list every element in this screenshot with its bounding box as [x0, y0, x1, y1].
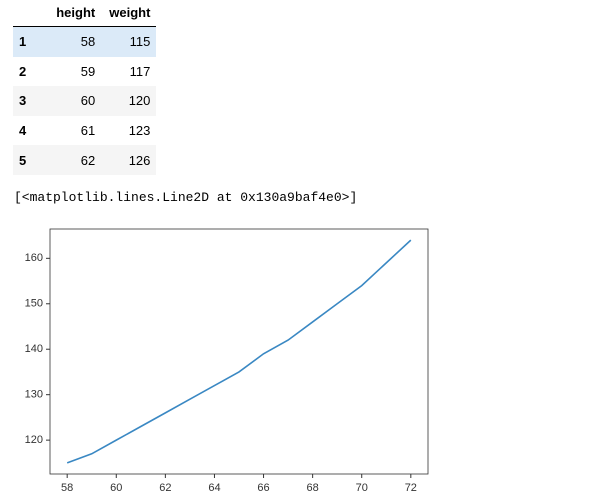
data-line — [66, 239, 412, 464]
table-cell: 123 — [128, 123, 151, 139]
table-cell: 115 — [101, 26, 157, 57]
x-tick-label: 72 — [405, 482, 417, 494]
row-index: 2 — [19, 63, 27, 79]
y-tick-label: 130 — [25, 389, 43, 401]
table-cell: 117 — [129, 63, 151, 79]
table-row: 2 59 117 — [13, 57, 156, 87]
y-tick-label: 120 — [25, 434, 43, 446]
row-index: 3 — [13, 86, 49, 116]
table-cell: 120 — [101, 86, 157, 116]
table-row: 5 62 126 — [13, 145, 157, 175]
x-tick-label: 64 — [208, 482, 220, 494]
row-index: 5 — [13, 145, 49, 175]
y-tick-label: 160 — [25, 252, 43, 264]
index-header — [13, 0, 49, 27]
x-tick-label: 58 — [61, 482, 73, 494]
table-body: 1 58 115 2 59 117 3 60 120 4 61 123 5 62 126 — [13, 26, 157, 175]
x-tick-label: 60 — [110, 482, 122, 494]
table-cell: 61 — [80, 123, 96, 139]
table-row: 1 58 115 — [13, 26, 157, 57]
y-tick-label: 140 — [25, 343, 43, 355]
row-index: 1 — [13, 26, 49, 57]
output-text: [<matplotlib.lines.Line2D at 0x130a9baf4… — [14, 190, 358, 205]
table-cell: 60 — [48, 86, 102, 116]
x-tick-label: 68 — [307, 482, 319, 494]
y-tick-label: 150 — [25, 298, 43, 310]
row-index: 4 — [19, 123, 27, 139]
data-table: height weight 1 58 115 2 59 117 3 60 120 4 61 123 5 6… — [13, 0, 157, 175]
table-row: 4 61 123 — [13, 116, 156, 146]
column-header: height — [48, 0, 102, 27]
table-cell: 62 — [48, 145, 102, 175]
table-cell: 126 — [101, 145, 157, 175]
table-cell: 58 — [48, 26, 102, 57]
column-header: weight — [101, 0, 157, 27]
x-tick-label: 66 — [257, 482, 269, 494]
table-cell: 59 — [80, 63, 96, 79]
x-tick-label: 62 — [159, 482, 171, 494]
header-row: height weight — [13, 0, 157, 27]
table-row: 3 60 120 — [13, 86, 157, 116]
x-tick-label: 70 — [356, 482, 368, 494]
plot-frame — [49, 228, 429, 475]
